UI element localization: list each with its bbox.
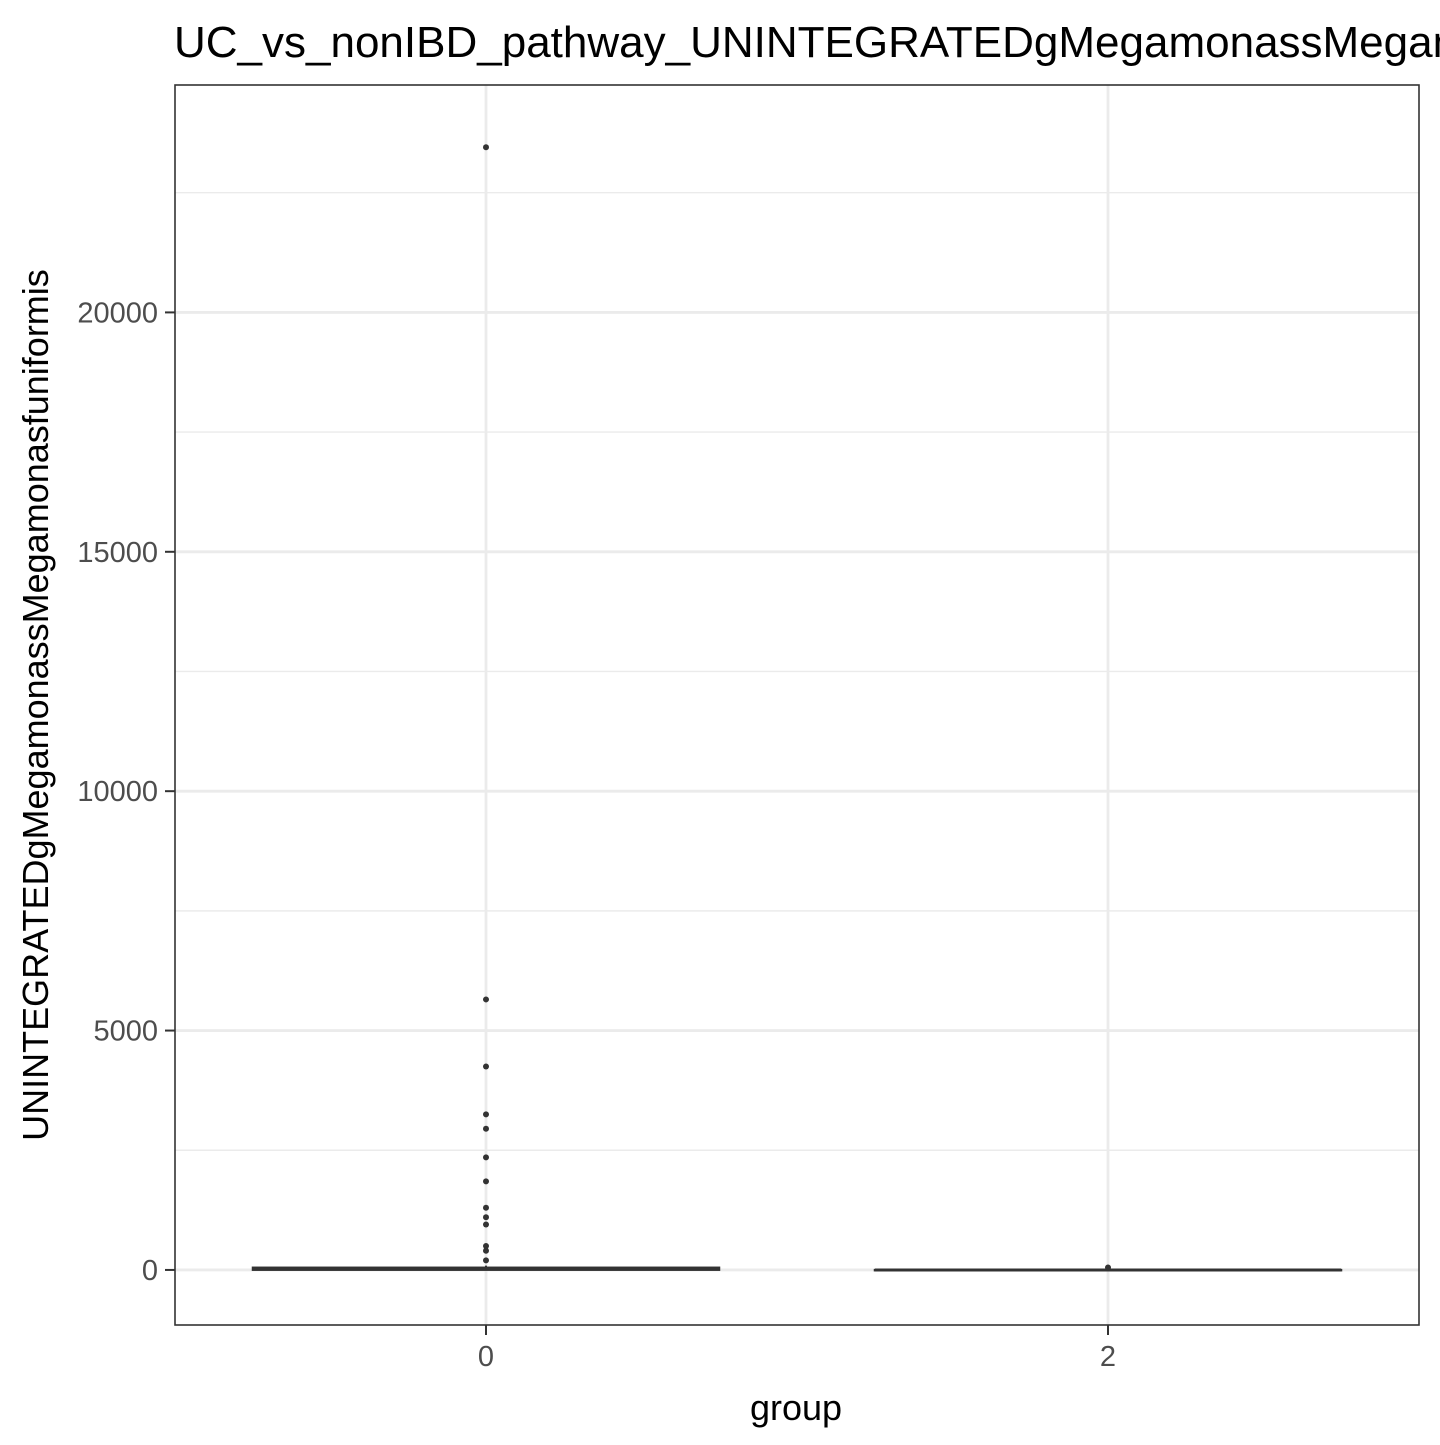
outlier-point — [483, 1214, 489, 1221]
y-tick-label: 15000 — [77, 537, 158, 569]
outlier-point — [483, 1247, 489, 1254]
outlier-point — [483, 1154, 489, 1161]
y-tick-label: 10000 — [77, 776, 158, 808]
x-axis-title: group — [750, 1387, 842, 1428]
y-tick-label: 0 — [142, 1255, 158, 1287]
y-tick-label: 20000 — [77, 297, 158, 329]
outlier-point — [483, 1111, 489, 1118]
outlier-point — [483, 144, 489, 151]
outlier-point — [483, 1243, 489, 1250]
chart-title: UC_vs_nonIBD_pathway_UNINTEGRATEDgMegamo… — [174, 18, 1440, 67]
x-tick-label: 0 — [478, 1341, 494, 1373]
outlier-point — [483, 996, 489, 1003]
y-axis-title: UNINTEGRATEDgMegamonassMegamonasfuniform… — [15, 269, 56, 1141]
y-tick-label: 5000 — [93, 1016, 158, 1048]
outlier-point — [483, 1221, 489, 1228]
axes: 0 5000 10000 15000 20000 0 2 — [77, 297, 1116, 1373]
panel-border — [174, 84, 1420, 1326]
data-marks — [251, 144, 1343, 1272]
outlier-point — [483, 1125, 489, 1132]
outlier-point — [483, 1257, 489, 1264]
x-tick-label: 2 — [1100, 1341, 1116, 1373]
outlier-point — [483, 1063, 489, 1070]
outlier-point — [1105, 1264, 1111, 1271]
outlier-point — [483, 1204, 489, 1211]
outlier-point — [483, 1178, 489, 1185]
